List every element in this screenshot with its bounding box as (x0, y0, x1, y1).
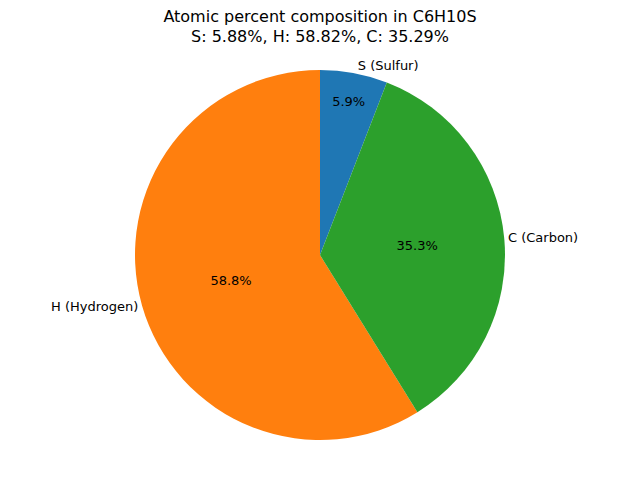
svg-text:H (Hydrogen): H (Hydrogen) (51, 299, 138, 314)
svg-text:C (Carbon): C (Carbon) (508, 230, 578, 245)
svg-text:35.3%: 35.3% (397, 238, 438, 253)
svg-text:5.9%: 5.9% (332, 94, 365, 109)
svg-text:Atomic percent composition in: Atomic percent composition in C6H10SS: 5… (163, 7, 476, 47)
svg-text:S (Sulfur): S (Sulfur) (358, 58, 419, 73)
svg-text:58.8%: 58.8% (210, 273, 251, 288)
